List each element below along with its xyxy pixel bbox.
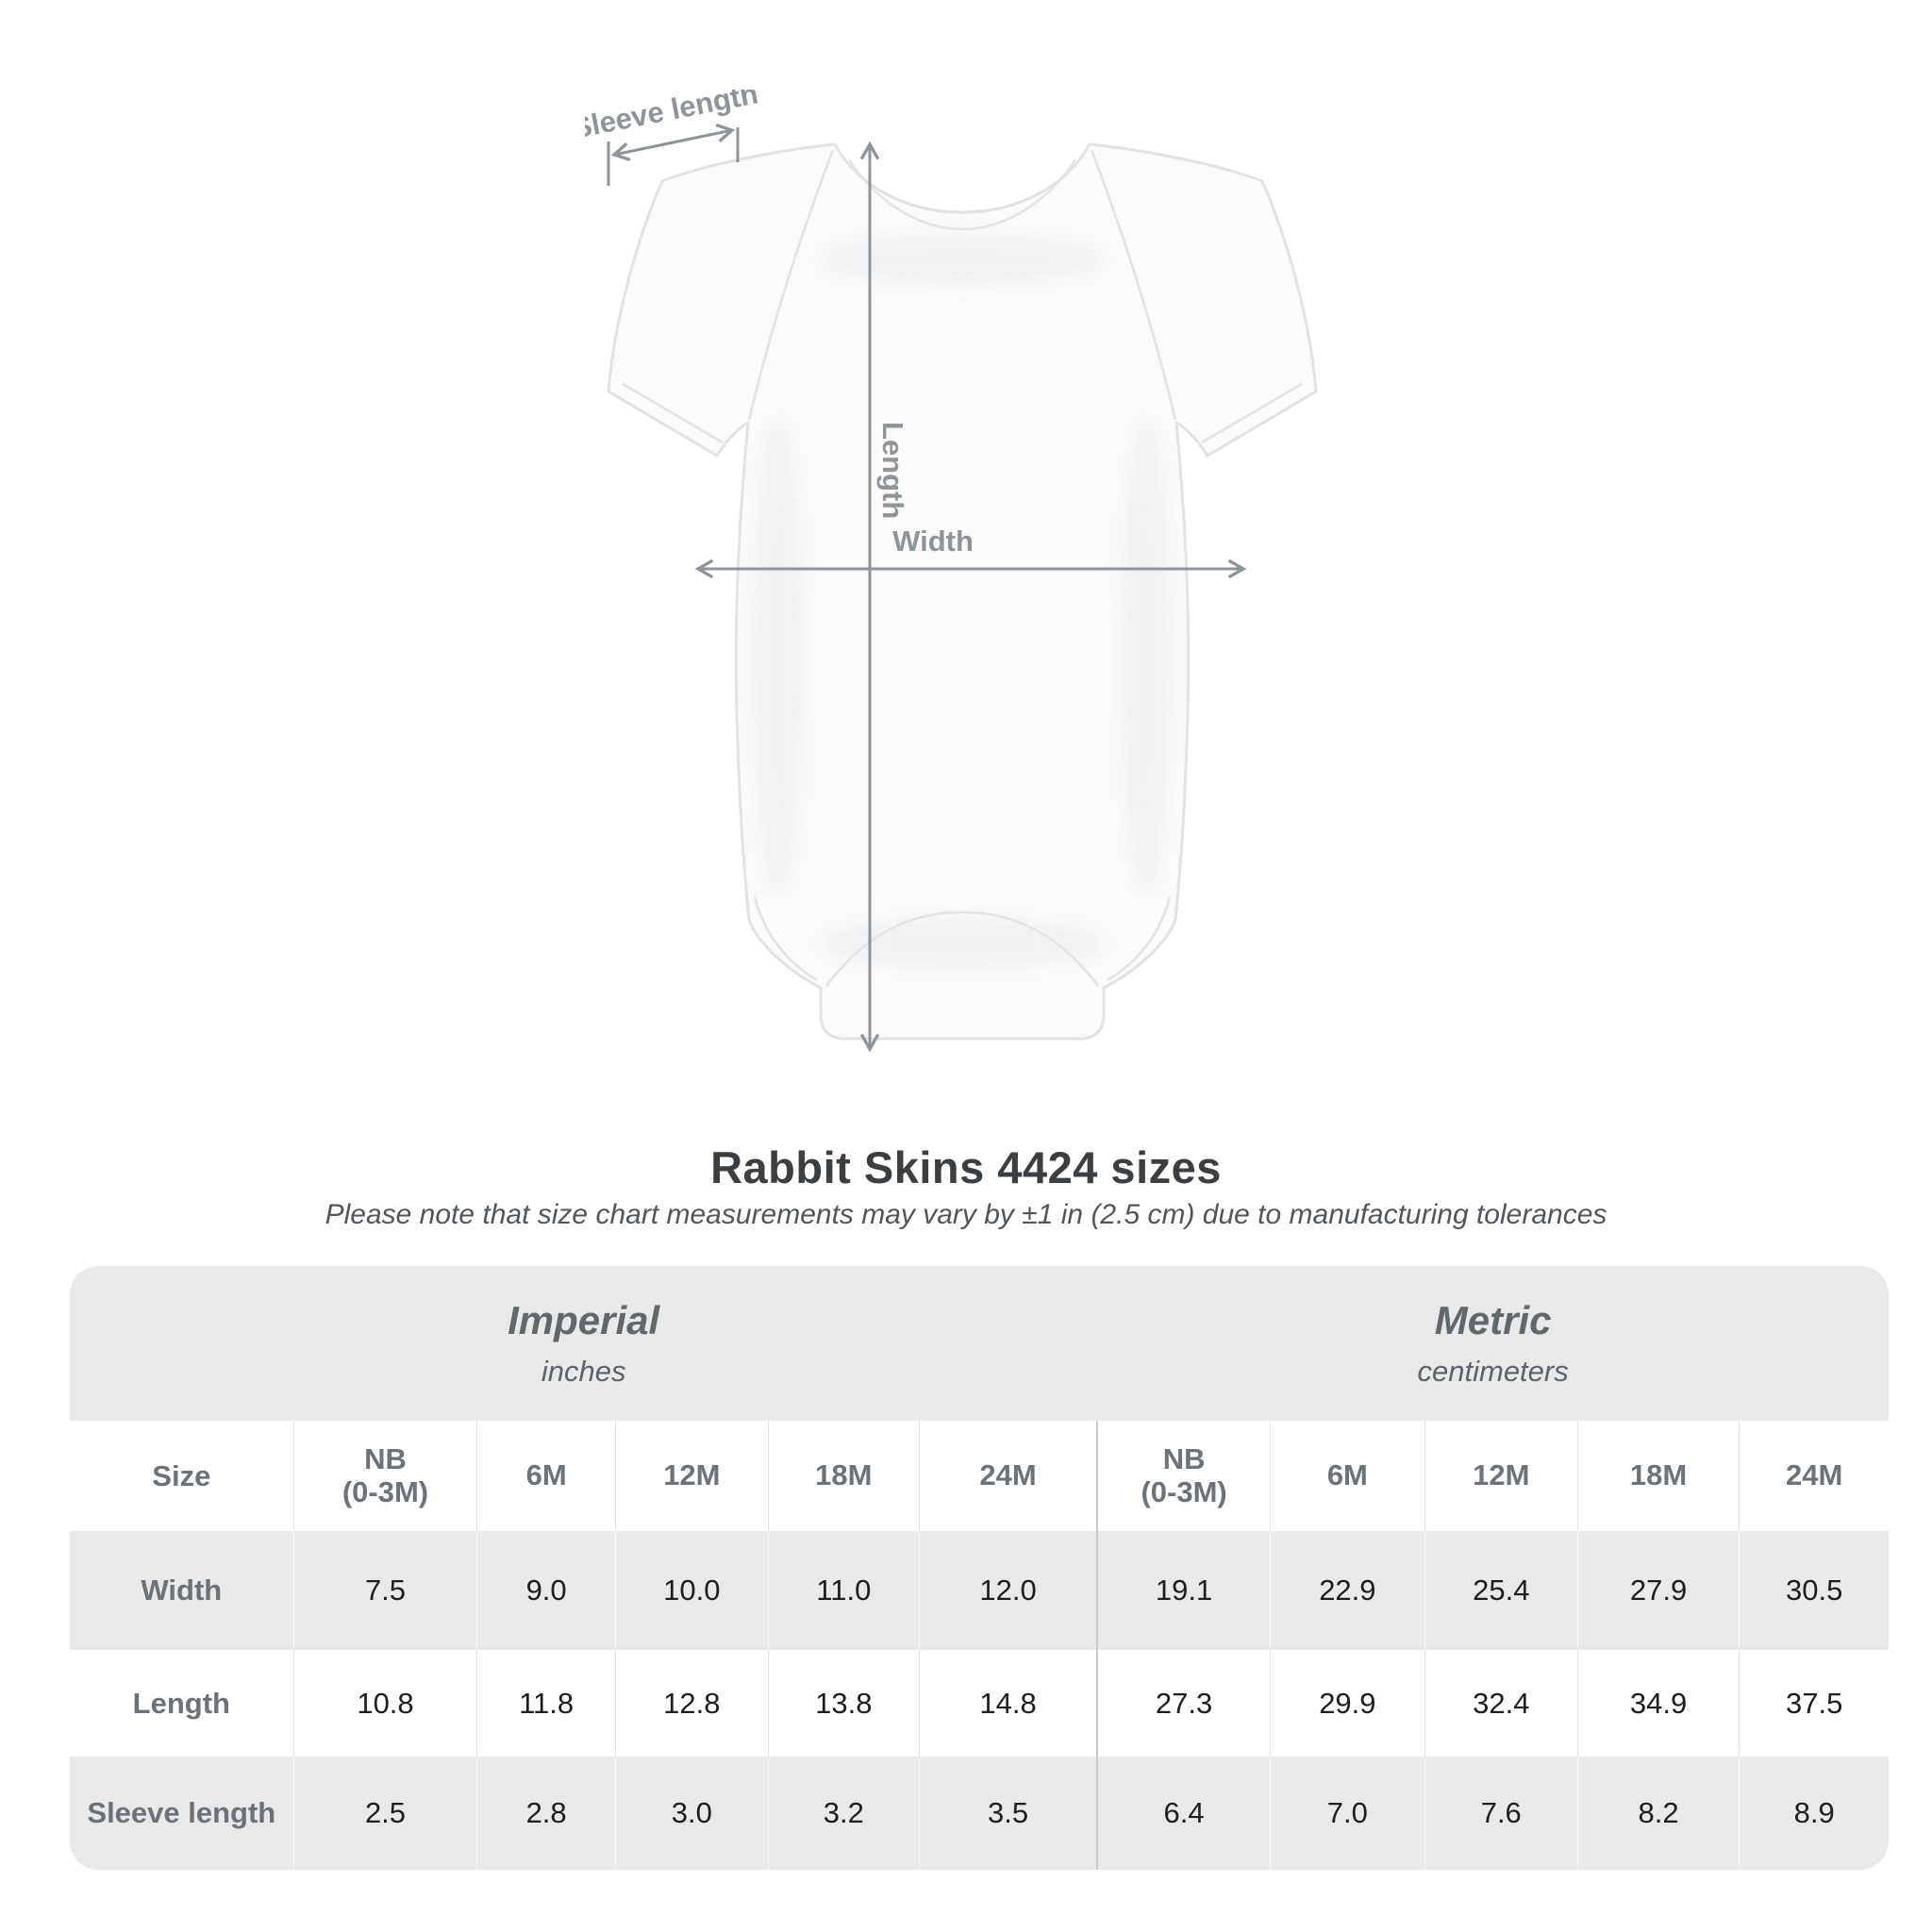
bodysuit-illustration [607,142,1318,1041]
size-table: Imperial inches Metric centimeters Size … [70,1266,1889,1870]
metric-group-header: Metric centimeters [1097,1266,1889,1421]
size-col-imperial-12m: 12M [614,1421,769,1531]
page-title: Rabbit Skins 4424 sizes [710,1142,1222,1192]
sleeve-length-row: Sleeve length 2.5 2.8 3.0 3.2 3.5 6.4 7.… [70,1757,1889,1870]
value-cell: 34.9 [1576,1650,1740,1757]
value-cell: 29.9 [1269,1650,1425,1757]
value-cell: 7.6 [1424,1757,1578,1870]
value-cell: 3.2 [767,1757,920,1870]
value-cell: 8.2 [1576,1757,1740,1870]
size-col-metric-12m: 12M [1424,1421,1578,1531]
value-cell: 19.1 [1096,1531,1271,1650]
size-col-imperial-18m: 18M [767,1421,920,1531]
value-cell: 11.0 [767,1531,920,1650]
value-cell: 32.4 [1424,1650,1578,1757]
value-cell: 3.0 [614,1757,769,1870]
row-label-sleeve-length: Sleeve length [70,1757,294,1870]
size-col-metric-24m: 24M [1739,1421,1889,1531]
metric-unit-label: centimeters [1417,1355,1569,1388]
measurement-annotations [607,127,1243,1049]
tolerance-note: Please note that size chart measurements… [325,1199,1607,1230]
metric-label: Metric [1434,1298,1552,1342]
length-label: Length [876,422,909,519]
infant-bodysuit-diagram: Sleeve length Length Width [585,90,1318,1118]
row-label-length: Length [70,1650,294,1757]
value-cell: 27.9 [1576,1531,1740,1650]
value-cell: 3.5 [918,1757,1098,1870]
value-cell: 27.3 [1096,1650,1271,1757]
size-col-imperial-nb: NB (0-3M) [292,1421,477,1531]
value-cell: 12.8 [614,1650,769,1757]
sleeve-length-label: Sleeve length [585,90,760,145]
value-cell: 12.0 [918,1531,1098,1650]
value-cell: 30.5 [1739,1531,1889,1650]
value-cell: 10.0 [614,1531,769,1650]
value-cell: 25.4 [1424,1531,1578,1650]
size-header-row: Size NB (0-3M) 6M 12M 18M [70,1421,1889,1531]
length-row: Length 10.8 11.8 12.8 13.8 14.8 27.3 29.… [70,1650,1889,1757]
value-cell: 14.8 [918,1650,1098,1757]
row-label-width: Width [70,1531,294,1650]
value-cell: 13.8 [767,1650,920,1757]
value-cell: 7.5 [292,1531,477,1650]
size-col-metric-6m: 6M [1269,1421,1425,1531]
value-cell: 22.9 [1269,1531,1425,1650]
value-cell: 7.0 [1269,1757,1425,1870]
size-col-imperial-24m: 24M [918,1421,1098,1531]
size-col-metric-18m: 18M [1576,1421,1740,1531]
size-column-header: Size [70,1421,294,1531]
value-cell: 9.0 [476,1531,616,1650]
value-cell: 2.5 [292,1757,477,1870]
value-cell: 8.9 [1739,1757,1889,1870]
imperial-group-header: Imperial inches [70,1266,1098,1421]
size-col-imperial-6m: 6M [476,1421,616,1531]
imperial-label: Imperial [508,1298,660,1342]
unit-group-header-row: Imperial inches Metric centimeters [70,1266,1889,1421]
sleeve-length-arrow [614,130,732,155]
imperial-unit-label: inches [541,1355,626,1388]
value-cell: 10.8 [292,1650,477,1757]
size-table-container: Imperial inches Metric centimeters Size … [70,1266,1889,1870]
width-row: Width 7.5 9.0 10.0 11.0 12.0 19.1 22.9 2… [70,1531,1889,1650]
value-cell: 2.8 [476,1757,616,1870]
size-col-metric-nb: NB (0-3M) [1096,1421,1271,1531]
value-cell: 11.8 [476,1650,616,1757]
value-cell: 6.4 [1096,1757,1271,1870]
width-label: Width [892,525,974,558]
value-cell: 37.5 [1739,1650,1889,1757]
fabric-shading [754,235,1171,968]
